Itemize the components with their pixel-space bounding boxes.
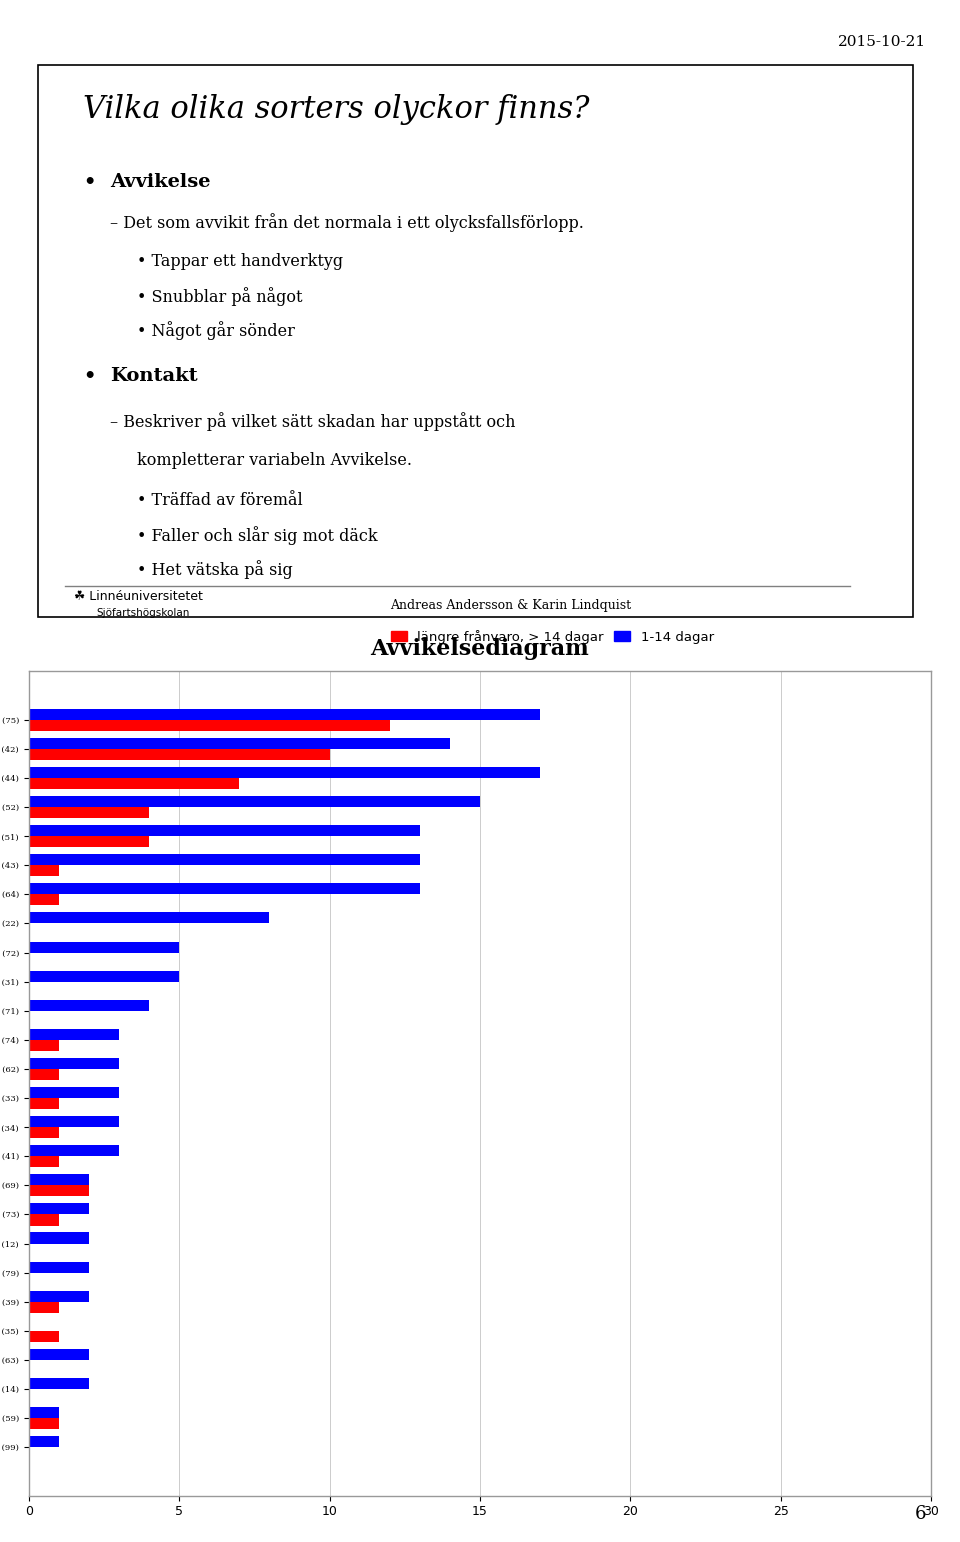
Bar [29,1029,119,1039]
Bar [29,1261,89,1272]
Bar [29,999,149,1012]
Bar [29,1215,59,1226]
Text: Andreas Andersson & Karin Lindquist: Andreas Andersson & Karin Lindquist [390,598,631,612]
Bar [29,884,420,894]
Text: • Tappar ett handverktyg: • Tappar ett handverktyg [137,253,344,270]
Text: – Beskriver på vilket sätt skadan har uppstått och: – Beskriver på vilket sätt skadan har up… [110,412,516,432]
Bar [29,1419,59,1429]
Bar [29,779,239,790]
Bar [29,749,329,760]
Title: Avvikelsediagram: Avvikelsediagram [371,638,589,660]
Text: kompletterar variabeln Avvikelse.: kompletterar variabeln Avvikelse. [137,452,412,469]
Bar [29,865,59,876]
Bar [29,1058,119,1069]
Bar [29,1436,59,1448]
Bar [29,1349,89,1360]
Text: Vilka olika sorters olyckor finns?: Vilka olika sorters olyckor finns? [83,94,589,125]
Text: 6: 6 [915,1505,926,1523]
Bar [29,796,480,806]
Bar [29,942,180,953]
Bar [29,854,420,865]
Bar [29,739,450,749]
Text: Avvikelse: Avvikelse [110,173,210,191]
Text: • Snubblar på något: • Snubblar på något [137,287,302,305]
Legend: längre frånvaro, > 14 dagar, 1-14 dagar: längre frånvaro, > 14 dagar, 1-14 dagar [385,625,719,649]
Text: • Faller och slår sig mot däck: • Faller och slår sig mot däck [137,526,377,544]
Bar [29,836,149,847]
Bar [29,825,420,836]
Text: • Något går sönder: • Något går sönder [137,321,295,341]
Bar [29,709,540,720]
Bar [29,894,59,905]
Bar [29,1175,89,1186]
Text: ☘ Linnéuniversitetet: ☘ Linnéuniversitetet [74,591,203,603]
Text: Sjöfartshögskolan: Sjöfartshögskolan [96,609,190,618]
Bar [29,766,540,779]
Text: – Det som avvikit från det normala i ett olycksfallsförlopp.: – Det som avvikit från det normala i ett… [110,213,584,233]
Bar [29,1301,59,1312]
Bar [29,720,390,731]
Text: 2015-10-21: 2015-10-21 [838,35,926,49]
Bar [29,1098,59,1109]
Text: Kontakt: Kontakt [110,367,198,384]
Bar [29,1186,89,1197]
Bar [29,1127,59,1138]
Bar [29,1331,59,1342]
Bar [29,1156,59,1167]
Bar [29,1291,89,1301]
Text: • Träffad av föremål: • Träffad av föremål [137,492,302,509]
Bar [29,1146,119,1156]
Bar [29,1039,59,1052]
Bar [29,1203,89,1215]
Text: •: • [83,367,95,384]
Bar [29,1069,59,1079]
Bar [29,806,149,819]
Bar [29,1116,119,1127]
Bar [29,1379,89,1389]
Text: • Het vätska på sig: • Het vätska på sig [137,560,293,578]
Text: •: • [83,173,95,191]
Bar [29,913,270,924]
Bar [29,1087,119,1098]
Bar [29,970,180,982]
FancyBboxPatch shape [37,65,913,617]
Bar [29,1406,59,1419]
Bar [29,1232,89,1243]
